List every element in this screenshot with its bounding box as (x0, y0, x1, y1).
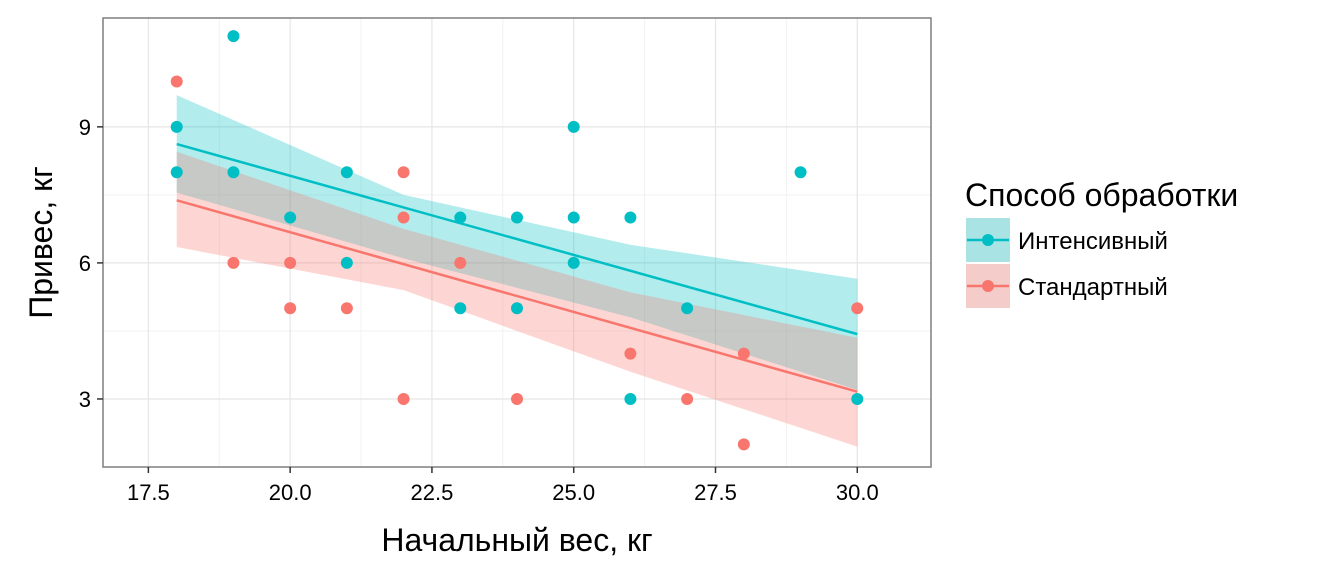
data-point-1 (624, 347, 637, 360)
x-axis: 17.5 20.0 22.5 25.0 27.5 30.0 (127, 467, 879, 505)
data-point-0 (567, 256, 580, 269)
legend-label-1: Стандартный (1018, 274, 1168, 301)
data-point-1 (737, 438, 750, 451)
data-point-0 (227, 30, 240, 43)
plot-border (102, 17, 932, 468)
data-point-1 (397, 392, 410, 405)
data-point-1 (397, 211, 410, 224)
data-point-1 (681, 392, 694, 405)
x-tick-label: 30.0 (836, 480, 879, 505)
confidence-ribbons (176, 95, 858, 447)
y-tick-label: 6 (79, 251, 91, 276)
plot-panel (102, 17, 932, 468)
data-point-0 (170, 120, 183, 133)
data-point-0 (851, 392, 864, 405)
legend-label-0: Интенсивный (1018, 228, 1168, 255)
data-point-1 (511, 392, 523, 405)
fit-line-1 (176, 199, 858, 393)
data-point-1 (284, 302, 297, 315)
data-point-1 (851, 302, 864, 315)
data-point-0 (567, 211, 580, 224)
data-point-1 (284, 256, 297, 269)
data-point-0 (454, 302, 467, 315)
data-point-0 (681, 302, 694, 315)
data-point-0 (340, 166, 353, 179)
data-point-0 (170, 166, 183, 179)
confidence-ribbon-0 (176, 95, 858, 390)
x-tick-label: 22.5 (411, 480, 454, 505)
x-tick-label: 20.0 (269, 480, 312, 505)
y-tick-label: 9 (79, 115, 91, 140)
data-point-1 (227, 256, 240, 269)
data-point-0 (227, 166, 240, 179)
y-axis: 3 6 9 (79, 115, 103, 412)
fit-lines (176, 142, 858, 393)
legend-title: Способ обработки (965, 177, 1238, 213)
x-tick-label: 27.5 (694, 480, 737, 505)
y-axis-title: Привес, кг (23, 166, 59, 319)
data-point-0 (624, 392, 637, 405)
x-tick-label: 17.5 (127, 480, 170, 505)
data-points (170, 30, 864, 451)
legend-key-1 (966, 264, 1010, 308)
data-point-0 (511, 302, 523, 315)
data-point-1 (454, 256, 467, 269)
fit-line-0 (176, 142, 858, 336)
data-point-1 (170, 75, 183, 88)
data-point-0 (624, 211, 637, 224)
data-point-0 (340, 256, 353, 269)
data-point-0 (284, 211, 297, 224)
data-point-1 (737, 347, 750, 360)
confidence-ribbon-1 (176, 151, 858, 447)
data-point-1 (340, 302, 353, 315)
legend-key-0 (966, 218, 1010, 262)
data-point-1 (397, 166, 410, 179)
data-point-0 (454, 211, 467, 224)
data-point-0 (794, 166, 807, 179)
grid-minor (103, 18, 931, 467)
x-axis-title: Начальный вес, кг (381, 522, 652, 558)
data-point-0 (511, 211, 523, 224)
legend: Способ обработки Интенсивный Стандартный (965, 177, 1238, 308)
x-tick-label: 25.0 (552, 480, 595, 505)
data-point-0 (567, 120, 580, 133)
y-tick-label: 3 (79, 387, 91, 412)
